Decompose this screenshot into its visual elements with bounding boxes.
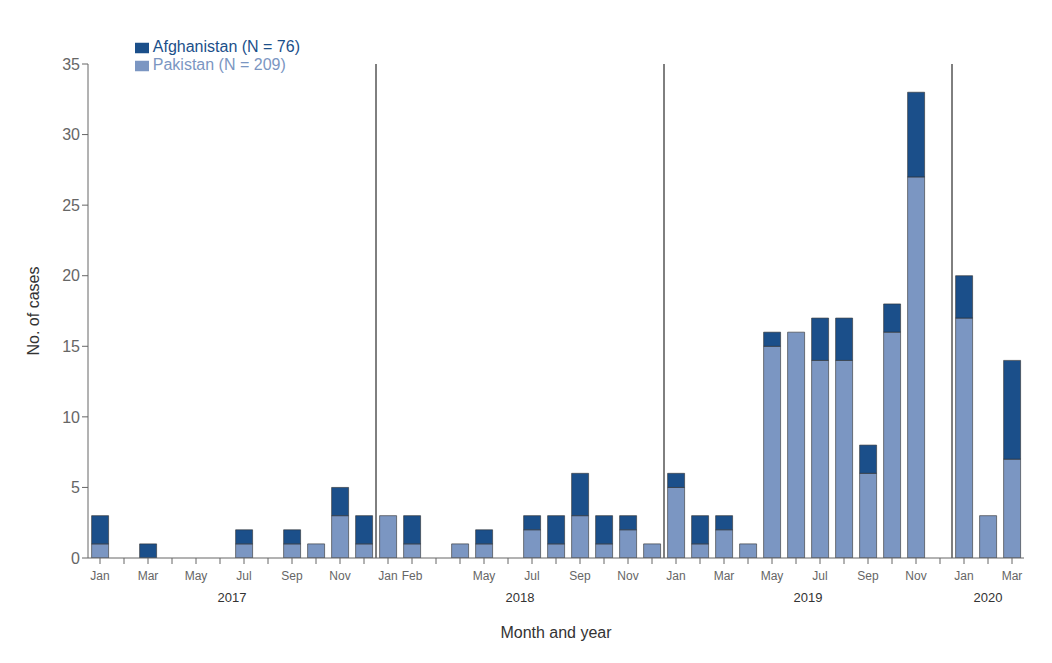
svg-text:Jul: Jul <box>524 569 539 583</box>
svg-text:2020: 2020 <box>974 590 1003 605</box>
svg-text:Mar: Mar <box>138 569 159 583</box>
svg-text:25: 25 <box>62 197 80 214</box>
svg-text:May: May <box>761 569 784 583</box>
html-text:Afghanistan (N = 76): Afghanistan (N = 76) <box>152 38 300 55</box>
svg-text:Jul: Jul <box>236 569 251 583</box>
svg-text:5: 5 <box>71 479 80 496</box>
svg-text:Jan: Jan <box>954 569 973 583</box>
html-text:Pakistan (N = 209): Pakistan (N = 209) <box>152 56 286 73</box>
svg-text:35: 35 <box>62 56 80 73</box>
svg-text:Mar: Mar <box>714 569 735 583</box>
svg-text:2018: 2018 <box>506 590 535 605</box>
svg-text:May: May <box>473 569 496 583</box>
svg-text:Feb: Feb <box>402 569 423 583</box>
svg-text:Jul: Jul <box>812 569 827 583</box>
svg-text:Nov: Nov <box>617 569 638 583</box>
svg-text:15: 15 <box>62 338 80 355</box>
svg-text:Sep: Sep <box>281 569 303 583</box>
svg-text:May: May <box>185 569 208 583</box>
svg-text:Month and year: Month and year <box>500 624 612 641</box>
svg-text:No. of cases: No. of cases <box>25 267 42 356</box>
svg-text:30: 30 <box>62 126 80 143</box>
svg-text:Jan: Jan <box>90 569 109 583</box>
svg-text:Mar: Mar <box>1002 569 1023 583</box>
svg-text:Sep: Sep <box>569 569 591 583</box>
svg-text:Sep: Sep <box>857 569 879 583</box>
svg-text:Nov: Nov <box>905 569 926 583</box>
svg-text:Jan: Jan <box>378 569 397 583</box>
svg-text:0: 0 <box>71 550 80 567</box>
svg-text:Nov: Nov <box>329 569 350 583</box>
svg-text:Jan: Jan <box>666 569 685 583</box>
svg-text:2019: 2019 <box>794 590 823 605</box>
svg-text:10: 10 <box>62 409 80 426</box>
svg-text:2017: 2017 <box>218 590 247 605</box>
svg-text:20: 20 <box>62 267 80 284</box>
